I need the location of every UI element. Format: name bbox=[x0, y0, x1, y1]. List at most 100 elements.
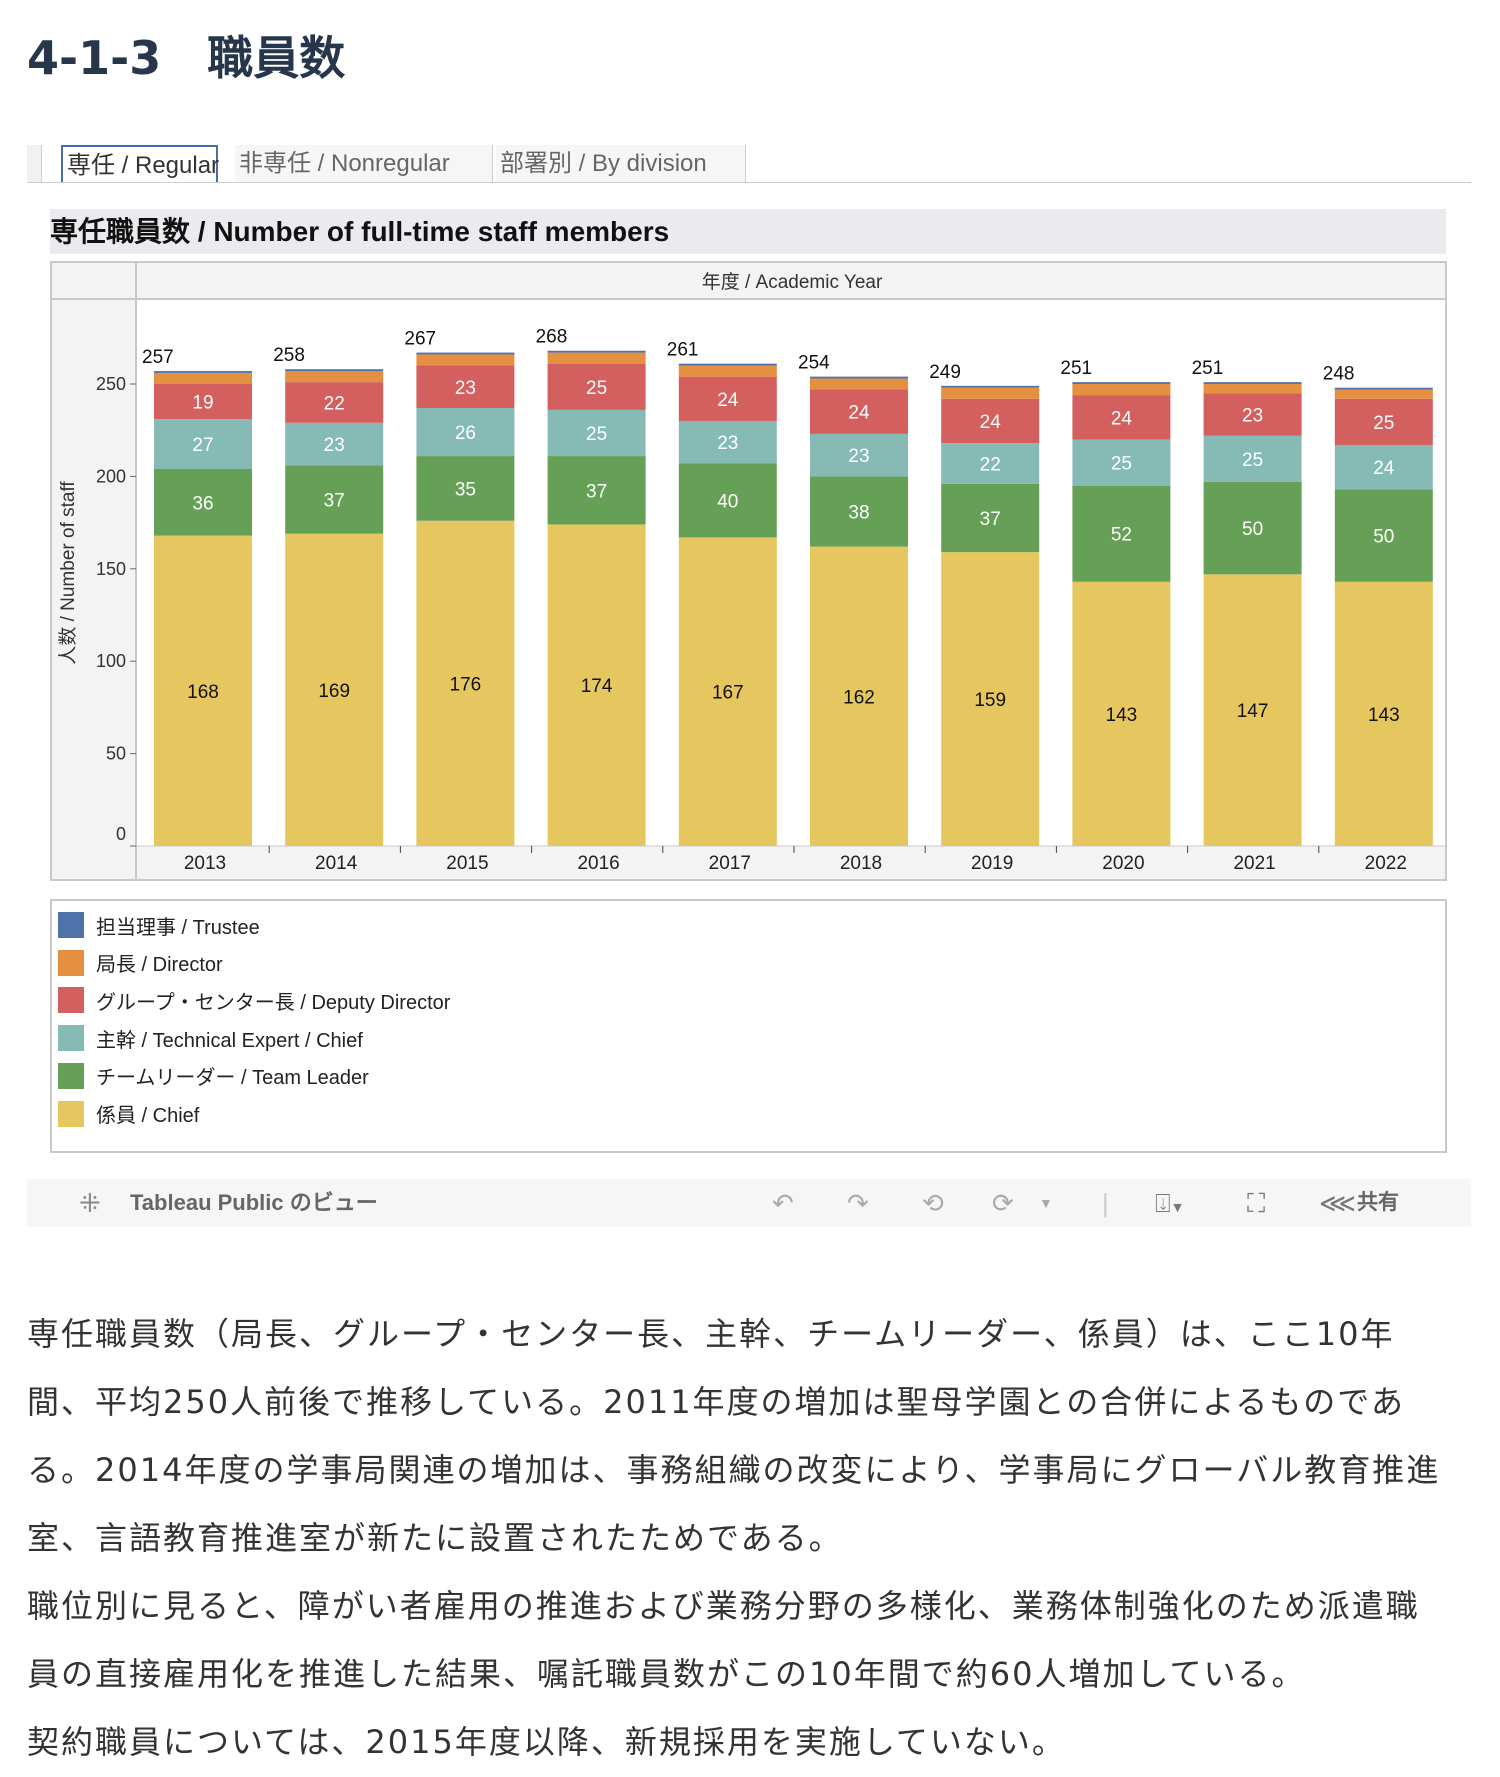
x-tick-label: 2020 bbox=[1102, 853, 1144, 874]
download-icon[interactable]: ⍗▼ bbox=[1155, 1188, 1185, 1218]
bar-segment[interactable] bbox=[1203, 393, 1302, 436]
bar-segment[interactable] bbox=[1203, 481, 1302, 575]
bar-segment[interactable] bbox=[154, 372, 252, 384]
bar-segment[interactable] bbox=[154, 371, 252, 373]
legend-item[interactable]: チームリーダー / Team Leader bbox=[58, 1061, 369, 1091]
bar-segment[interactable] bbox=[678, 363, 777, 366]
legend-label: 局長 / Director bbox=[96, 954, 223, 977]
legend-swatch bbox=[58, 987, 84, 1014]
refresh-icon[interactable]: ⟳ bbox=[992, 1188, 1014, 1218]
bar-segment[interactable] bbox=[285, 382, 384, 423]
bar-segment[interactable] bbox=[810, 433, 908, 477]
bar-segment[interactable] bbox=[1072, 485, 1171, 582]
bar-segment[interactable] bbox=[810, 546, 908, 846]
bar-segment[interactable] bbox=[1072, 439, 1171, 486]
bar-segment[interactable] bbox=[285, 465, 384, 534]
bar-segment[interactable] bbox=[285, 371, 384, 383]
x-tick-label: 2017 bbox=[709, 853, 751, 874]
y-tick-label: 100 bbox=[96, 651, 126, 671]
legend-item[interactable]: 主幹 / Technical Expert / Chief bbox=[58, 1023, 363, 1053]
bar-segment[interactable] bbox=[1334, 387, 1433, 390]
bar-segment[interactable] bbox=[285, 422, 384, 466]
tab-nonregular[interactable]: 非専任 / Nonregular bbox=[235, 145, 493, 182]
description-text: 専任職員数（局長、グループ・センター長、主幹、チームリーダー、係員）は、ここ10… bbox=[27, 1300, 1440, 1776]
total-label: 254 bbox=[798, 353, 830, 374]
bar-segment[interactable] bbox=[416, 520, 515, 846]
bar-segment[interactable] bbox=[1334, 444, 1433, 490]
bar-segment[interactable] bbox=[547, 352, 646, 364]
legend-label: 主幹 / Technical Expert / Chief bbox=[96, 1029, 363, 1052]
segment-value-label: 37 bbox=[324, 491, 345, 512]
bar-segment[interactable] bbox=[1072, 395, 1171, 440]
bar-segment[interactable] bbox=[547, 350, 646, 353]
legend-item[interactable]: 係員 / Chief bbox=[58, 1099, 199, 1129]
bar-segment[interactable] bbox=[678, 463, 777, 538]
legend-label: グループ・センター長 / Deputy Director bbox=[96, 991, 451, 1014]
bar-segment[interactable] bbox=[678, 365, 777, 377]
bar-segment[interactable] bbox=[1334, 489, 1433, 582]
bar-segment[interactable] bbox=[1072, 384, 1171, 396]
y-tick-label: 50 bbox=[106, 744, 126, 764]
bar-segment[interactable] bbox=[154, 384, 252, 420]
stacked-bar-chart: 年度 / Academic Year 人数 / Number of staff … bbox=[52, 263, 1445, 879]
bar-segment[interactable] bbox=[1334, 581, 1433, 846]
paragraph-line: 間、平均250人前後で推移している。2011年度の増加は聖母学園との合併によるも… bbox=[27, 1383, 1405, 1421]
bar-segment[interactable] bbox=[285, 533, 384, 846]
bar-segment[interactable] bbox=[941, 443, 1040, 484]
undo-icon[interactable]: ↶ bbox=[772, 1188, 794, 1218]
bar-segment[interactable] bbox=[941, 385, 1040, 388]
bar-segment[interactable] bbox=[154, 419, 252, 470]
bar-segment[interactable] bbox=[547, 409, 646, 457]
bar-segment[interactable] bbox=[154, 535, 252, 846]
bar-segment[interactable] bbox=[1072, 581, 1171, 846]
bar-segment[interactable] bbox=[1072, 382, 1171, 384]
bar-segment[interactable] bbox=[678, 376, 777, 421]
tab-regular[interactable]: 専任 / Regular bbox=[61, 145, 219, 182]
bar-segment[interactable] bbox=[416, 408, 515, 457]
bar-segment[interactable] bbox=[547, 456, 646, 525]
bar-segment[interactable] bbox=[810, 376, 908, 379]
bar-segment[interactable] bbox=[941, 483, 1040, 553]
share-button[interactable]: 共有 bbox=[1357, 1191, 1399, 1214]
bar-segment[interactable] bbox=[416, 365, 515, 409]
bar-segment[interactable] bbox=[941, 552, 1040, 846]
bar-segment[interactable] bbox=[810, 389, 908, 434]
bar-segment[interactable] bbox=[678, 420, 777, 464]
bar-segment[interactable] bbox=[416, 352, 515, 355]
fullscreen-icon[interactable]: ⛶ bbox=[1247, 1188, 1266, 1218]
bar-segment[interactable] bbox=[941, 398, 1040, 444]
bar-segment[interactable] bbox=[1334, 389, 1433, 399]
bar-segment[interactable] bbox=[416, 354, 515, 366]
refresh-dropdown-icon[interactable]: ▼ bbox=[1039, 1195, 1053, 1211]
legend-item[interactable]: 局長 / Director bbox=[58, 948, 223, 978]
bar-segment[interactable] bbox=[416, 456, 515, 521]
bar-segment[interactable] bbox=[941, 387, 1040, 399]
bar-segment[interactable] bbox=[547, 524, 646, 846]
redo-icon[interactable]: ↷ bbox=[847, 1188, 869, 1218]
legend-swatch bbox=[58, 1062, 84, 1089]
segment-value-label: 26 bbox=[455, 423, 476, 444]
total-label: 251 bbox=[1192, 358, 1224, 379]
share-icon[interactable]: ⋘ bbox=[1319, 1188, 1356, 1218]
bar-segment[interactable] bbox=[547, 363, 646, 410]
segment-value-label: 50 bbox=[1373, 527, 1394, 548]
tableau-brand-link[interactable]: Tableau Public のビュー bbox=[130, 1190, 378, 1215]
bar-segment[interactable] bbox=[1203, 384, 1302, 394]
segment-value-label: 40 bbox=[717, 491, 738, 512]
legend-item[interactable]: 担当理事 / Trustee bbox=[58, 910, 260, 940]
bar-segment[interactable] bbox=[1203, 435, 1302, 482]
paragraph-line: 専任職員数（局長、グループ・センター長、主幹、チームリーダー、係員）は、ここ10… bbox=[27, 1315, 1395, 1353]
bar-segment[interactable] bbox=[285, 369, 384, 372]
bar-segment[interactable] bbox=[810, 476, 908, 547]
bar-segment[interactable] bbox=[810, 378, 908, 390]
bar-segment[interactable] bbox=[678, 537, 777, 846]
bar-segment[interactable] bbox=[1203, 574, 1302, 846]
revert-icon[interactable]: ⟲ bbox=[922, 1188, 944, 1218]
tab-by-division[interactable]: 部署別 / By division bbox=[496, 145, 746, 182]
x-tick-label: 2016 bbox=[577, 853, 619, 874]
bar-segment[interactable] bbox=[1203, 382, 1302, 384]
legend-item[interactable]: グループ・センター長 / Deputy Director bbox=[58, 985, 450, 1015]
x-tick-label: 2022 bbox=[1365, 853, 1407, 874]
bar-segment[interactable] bbox=[1334, 398, 1433, 445]
bar-segment[interactable] bbox=[154, 469, 252, 536]
